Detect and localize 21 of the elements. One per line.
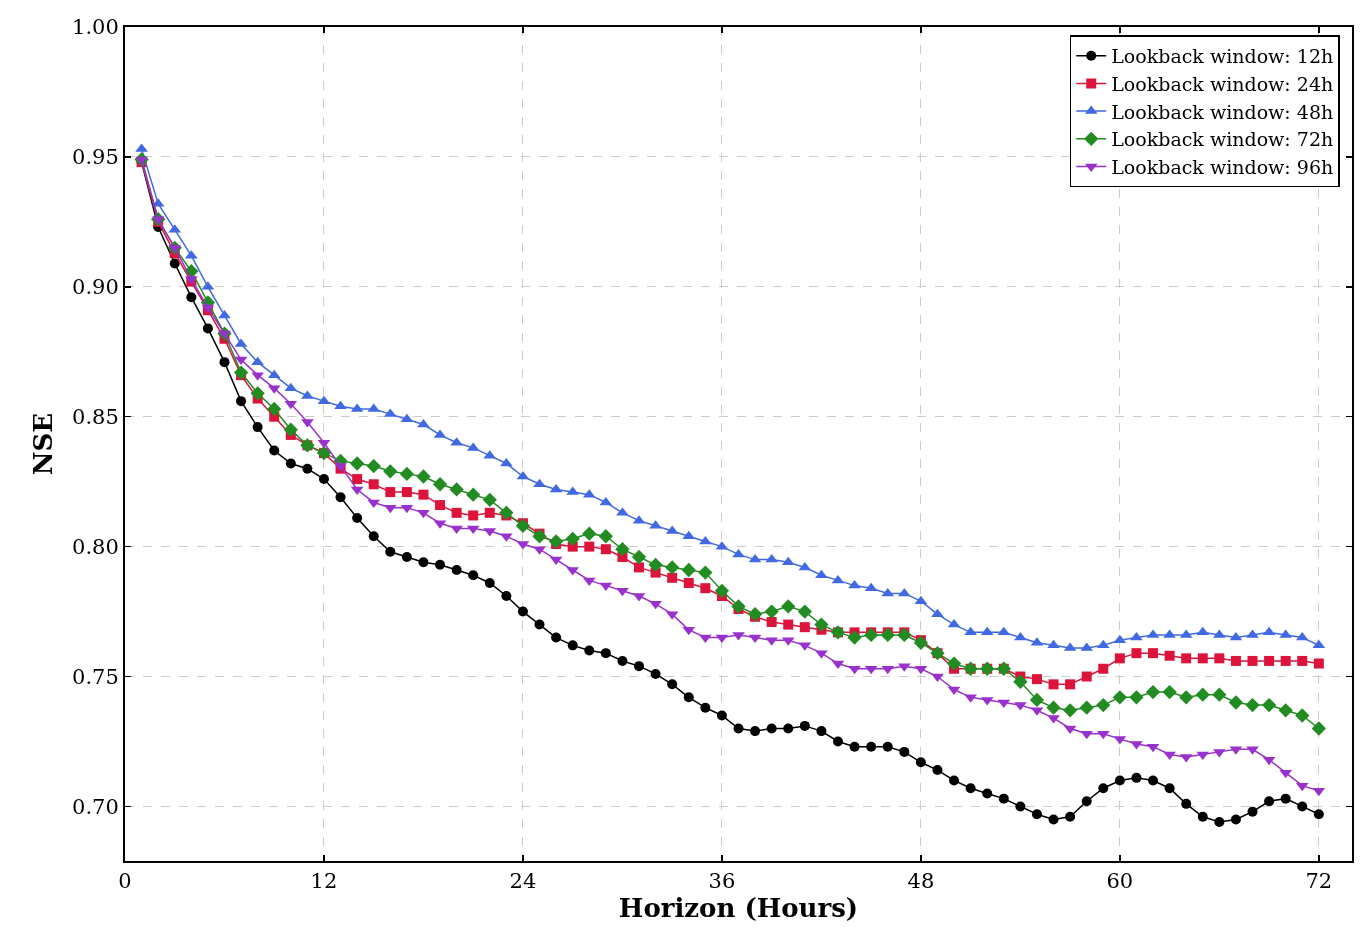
- y-tick-label: 0.70: [72, 794, 119, 819]
- x-tick-label: 36: [708, 869, 736, 894]
- legend-label: Lookback window: 96h: [1111, 155, 1334, 178]
- legend-label: Lookback window: 48h: [1111, 100, 1334, 123]
- x-tick-label: 60: [1106, 869, 1134, 894]
- y-tick-label: 0.80: [72, 534, 119, 559]
- x-tick-label: 48: [907, 869, 935, 894]
- x-tick-label: 12: [310, 869, 338, 894]
- y-tick-label: 1.00: [72, 15, 119, 40]
- x-tick-label: 0: [118, 869, 132, 894]
- x-axis-title: Horizon (Hours): [618, 893, 859, 924]
- y-tick-label: 0.95: [72, 145, 119, 170]
- legend-label: Lookback window: 24h: [1111, 72, 1334, 95]
- y-tick-label: 0.75: [72, 664, 119, 689]
- legend-label: Lookback window: 72h: [1111, 128, 1334, 151]
- legend-label: Lookback window: 12h: [1111, 45, 1334, 68]
- y-tick-label: 0.90: [72, 275, 119, 300]
- y-axis-title: NSE: [27, 412, 58, 476]
- x-tick-label: 24: [509, 869, 537, 894]
- y-tick-label: 0.85: [72, 405, 119, 430]
- x-tick-label: 72: [1305, 869, 1333, 894]
